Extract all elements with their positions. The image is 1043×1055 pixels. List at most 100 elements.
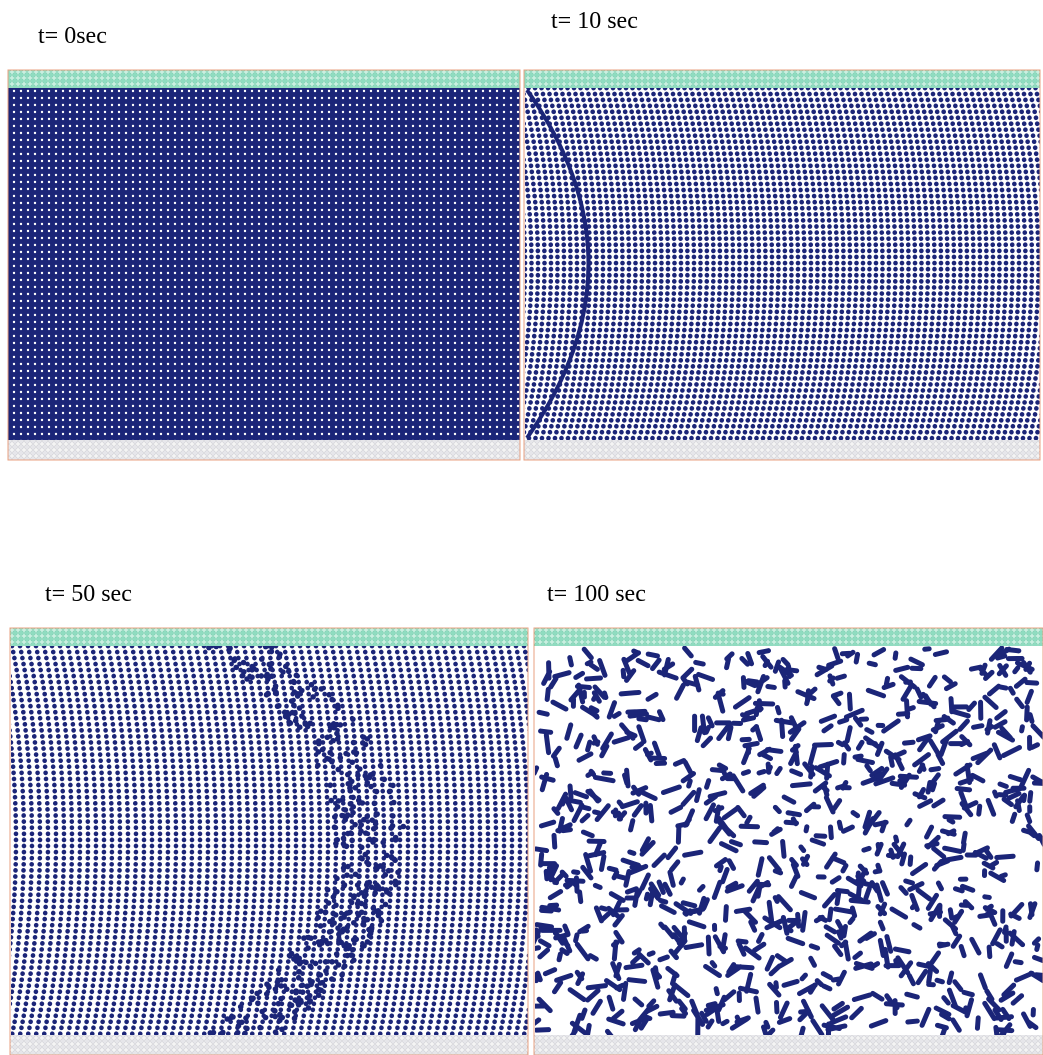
particle-chain [629, 980, 645, 982]
particle [323, 968, 329, 974]
particle-chain [909, 708, 914, 710]
particle-chain [1010, 777, 1020, 780]
particle-chain [942, 831, 954, 834]
particle-chain [588, 773, 592, 776]
panel [8, 70, 520, 460]
particle [332, 814, 338, 820]
particle-chain [830, 678, 833, 681]
particle [401, 824, 407, 830]
particle-chain [619, 802, 622, 805]
particle-chain [882, 822, 885, 831]
particle [249, 674, 255, 680]
particle-chain [837, 893, 839, 904]
particle-chain [648, 717, 659, 720]
particle-chain [562, 872, 566, 876]
particle [279, 1027, 285, 1033]
particle [255, 1000, 261, 1006]
particle-chain [685, 852, 701, 855]
particle-chain [847, 728, 850, 741]
particle-chain [954, 916, 958, 918]
particle-chain [806, 827, 807, 831]
particle-chain [997, 944, 1002, 947]
particle-chain [955, 889, 962, 891]
particle [323, 938, 329, 944]
particle-chain [756, 708, 757, 715]
particle-chain [689, 909, 703, 912]
particle [332, 824, 338, 830]
particle-chain [907, 994, 918, 997]
particle-chain [855, 953, 861, 957]
particle [337, 755, 343, 761]
panel-label: t= 100 sec [547, 581, 646, 607]
particle [387, 789, 393, 795]
particle-chain [672, 1016, 684, 1017]
particle-chain [587, 678, 601, 679]
particle [289, 698, 295, 704]
particle-chain [945, 817, 960, 818]
particle-chain [555, 758, 557, 765]
particle-chain [768, 687, 775, 688]
particle [380, 840, 386, 846]
particle [244, 1026, 250, 1032]
particle-chain [840, 720, 847, 722]
particle [273, 1029, 279, 1035]
particle-chain [896, 837, 897, 841]
particle-chain [595, 777, 613, 780]
particle [326, 692, 332, 698]
particle [345, 772, 351, 778]
particle-chain [988, 721, 990, 733]
particle [329, 959, 335, 965]
particle-chain [856, 654, 857, 662]
particle [335, 706, 341, 712]
particle [345, 953, 351, 959]
particle-chain [712, 963, 715, 966]
particle-chain [930, 912, 940, 914]
particle [391, 800, 397, 806]
particle [316, 749, 322, 755]
particle-chain [1018, 801, 1020, 811]
particle-chain [727, 659, 729, 668]
particle-chain [1000, 784, 1006, 786]
particle [381, 777, 387, 783]
particle-chain [1030, 715, 1032, 722]
particle-chain [639, 719, 646, 720]
particle-chain [908, 1021, 917, 1022]
particle [370, 839, 376, 845]
particle [363, 888, 369, 894]
particle [345, 864, 351, 870]
particle [238, 1004, 244, 1010]
particle [341, 841, 347, 847]
particle [277, 654, 283, 660]
particle [364, 860, 370, 866]
particle [375, 864, 381, 870]
particle [363, 742, 369, 748]
particle [299, 688, 305, 694]
particle-chain [583, 832, 592, 836]
particle [353, 936, 359, 942]
particle [372, 801, 378, 807]
particle [259, 1009, 265, 1015]
particle-chain [775, 871, 780, 873]
particle-chain [929, 967, 931, 982]
particle-chain [743, 715, 750, 718]
particle-chain [623, 670, 624, 676]
particle [341, 836, 347, 842]
particle-chain [898, 713, 907, 714]
particle-chain [539, 712, 547, 714]
particle-chain [835, 649, 838, 658]
particle [264, 981, 270, 987]
particle [300, 982, 306, 988]
particle [341, 943, 347, 949]
particle-chain [625, 775, 627, 783]
particle-chain [588, 1025, 590, 1034]
particle-chain [723, 935, 725, 948]
particle-chain [894, 1003, 897, 1007]
particle [315, 915, 321, 921]
particle-chain [844, 755, 845, 763]
particle-chain [788, 813, 799, 815]
particle-chain [775, 898, 777, 902]
particle [350, 795, 356, 801]
particle-chain [712, 770, 723, 771]
particle-chain [1037, 945, 1038, 949]
particle-chain [896, 667, 908, 670]
